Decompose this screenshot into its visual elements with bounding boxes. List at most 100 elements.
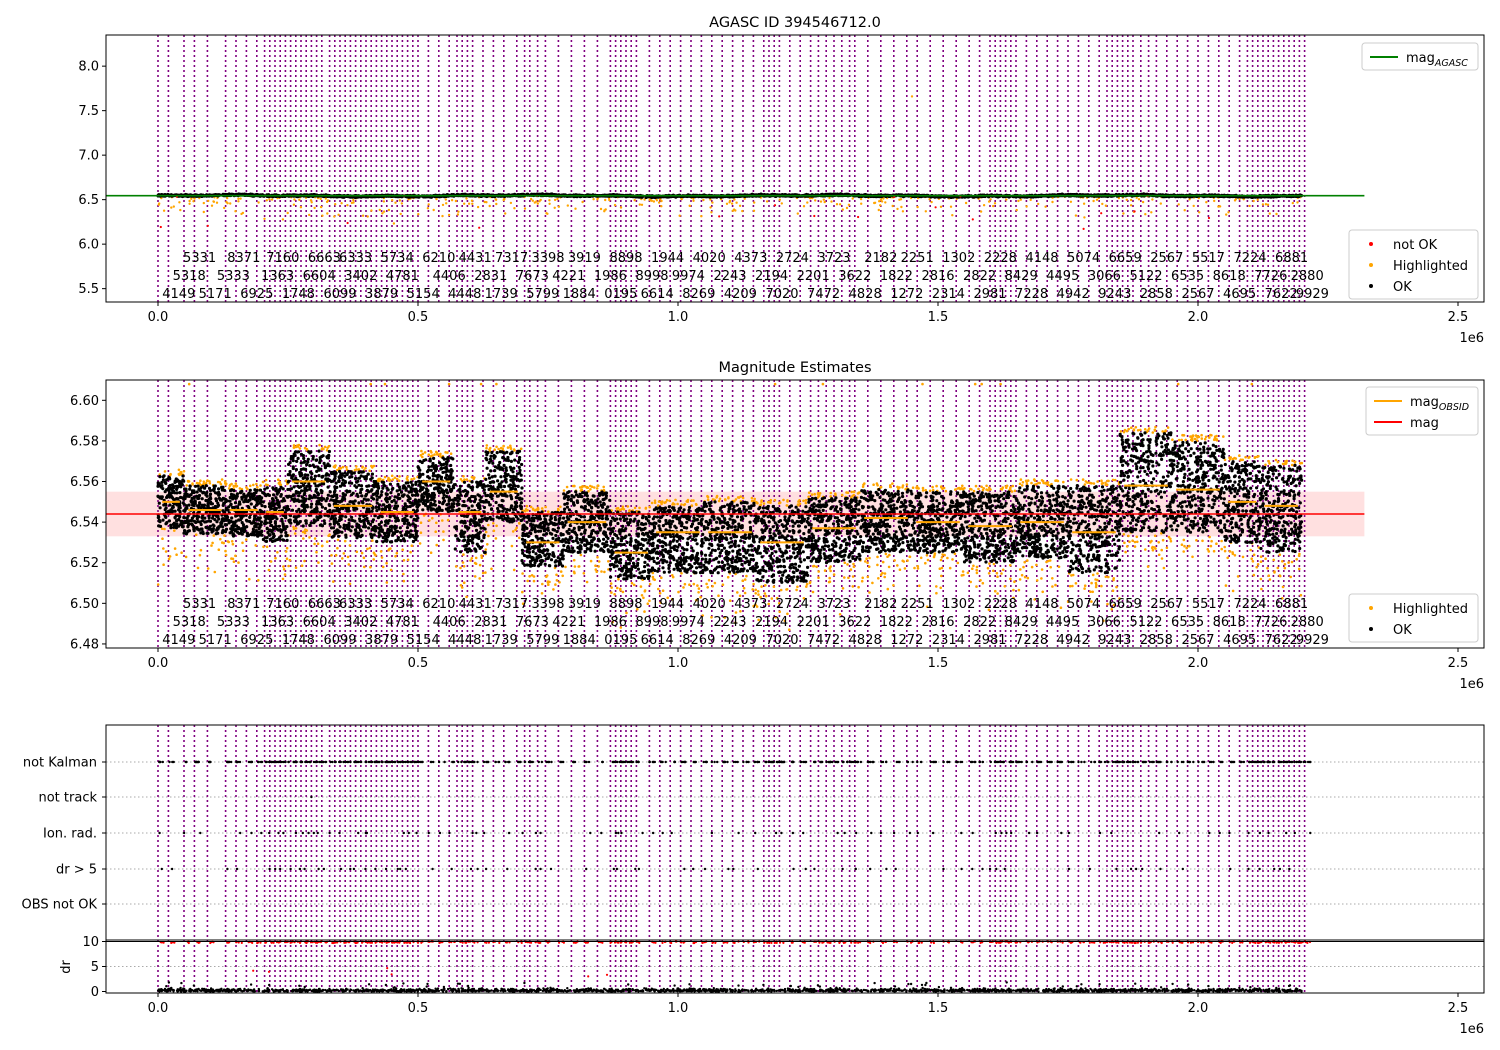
- estimates-obsid-label: 4781: [386, 615, 419, 630]
- agasc-obsid-label: 3879: [365, 287, 398, 302]
- agasc-obsid-label: 7622: [1265, 287, 1298, 302]
- estimates-x-tick-label: 0.0: [148, 656, 169, 671]
- estimates-y-tick-label: 6.54: [70, 516, 99, 531]
- estimates-obsid-label: 3622: [838, 615, 871, 630]
- agasc-x-tick-label: 1.5: [928, 310, 949, 325]
- agasc-frame: [105, 34, 1485, 303]
- agasc-panel-title: AGASC ID 394546712.0: [709, 15, 881, 31]
- estimates-obsid-label: 8371: [227, 597, 260, 612]
- estimates-obsid-label: 4373: [734, 597, 767, 612]
- agasc-obsid-label: 7472: [807, 287, 840, 302]
- estimates-obsid-label: 2567: [1181, 633, 1214, 648]
- estimates-obsid-label: 5799: [526, 633, 559, 648]
- flags-y-tick-label: dr > 5: [56, 863, 97, 878]
- estimates-obsid-label: 1302: [942, 597, 975, 612]
- agasc-obsid-label: 2981: [973, 287, 1006, 302]
- agasc-obsid-label: 7020: [765, 287, 798, 302]
- agasc-obsid-label: 3622: [838, 269, 871, 284]
- estimates-y-tick-label: 6.50: [70, 597, 99, 612]
- estimates-obsid-label: 4221: [552, 615, 585, 630]
- dr-axis-label: dr: [59, 960, 74, 974]
- estimates-obsid-label: 4209: [724, 633, 757, 648]
- agasc-obsid-label: 3398: [531, 251, 564, 266]
- dr-x-offset-label: 1e6: [1459, 1022, 1484, 1037]
- agasc-obsid-label: 8269: [682, 287, 715, 302]
- agasc-upper-legend-box: [1361, 42, 1479, 71]
- agasc-obsid-label: 7726: [1254, 269, 1287, 284]
- dr-x-tick-label: 0.0: [148, 1001, 169, 1016]
- agasc-obsid-label: 4373: [734, 251, 767, 266]
- agasc-obsid-label: 6604: [303, 269, 336, 284]
- estimates-obsid-label: 1944: [651, 597, 684, 612]
- agasc-obsid-label: 2228: [984, 251, 1017, 266]
- estimates-y-tick-label: 6.58: [70, 434, 99, 449]
- agasc-obsid-label: 3066: [1088, 269, 1121, 284]
- estimates-highlighted-points: [156, 382, 1304, 631]
- dr-panel: dr 0 5 10 0.0 0.5 1.0 1.5 2.0 2.5 1e6: [59, 935, 1485, 1037]
- dr-y-tick-label: 0: [91, 985, 99, 1000]
- estimates-obsid-label: 2228: [984, 597, 1017, 612]
- estimates-obsid-label: 2251: [901, 597, 934, 612]
- estimates-obsid-label: 4431: [459, 597, 492, 612]
- estimates-obsid-label: 5734: [381, 597, 414, 612]
- agasc-obsid-label: 7228: [1015, 287, 1048, 302]
- estimates-obsid-label: 2567: [1150, 597, 1183, 612]
- estimates-obsid-label: 2182: [864, 597, 897, 612]
- estimates-ok-points: [156, 431, 1304, 585]
- agasc-obsid-label: 9974: [672, 269, 705, 284]
- agasc-obsid-label: 0195: [604, 287, 637, 302]
- agasc-obsid-label: 7224: [1233, 251, 1266, 266]
- agasc-obsid-label: 6535: [1171, 269, 1204, 284]
- agasc-obsid-label: 4828: [849, 287, 882, 302]
- agasc-obsid-label: 2201: [797, 269, 830, 284]
- flags-y-tick-label: not Kalman: [23, 756, 97, 771]
- agasc-obsid-label: 7673: [516, 269, 549, 284]
- estimates-obsid-label: 6099: [323, 633, 356, 648]
- estimates-obsid-label: 2831: [474, 615, 507, 630]
- agasc-obsid-label: 7317: [495, 251, 528, 266]
- agasc-obsid-label: 6925: [240, 287, 273, 302]
- agasc-obsid-label: 6663: [308, 251, 341, 266]
- magnitude-estimates-panel-title: Magnitude Estimates: [718, 360, 871, 376]
- agasc-obsid-label: 9929: [1296, 287, 1329, 302]
- agasc-obsid-label: 2251: [901, 251, 934, 266]
- estimates-obsid-label: 1884: [563, 633, 596, 648]
- agasc-obsid-label: 3402: [344, 269, 377, 284]
- estimates-lower-legend-label: OK: [1393, 623, 1412, 638]
- dr-y-tick-label: 10: [82, 935, 99, 950]
- estimates-obsid-label: 6881: [1275, 597, 1308, 612]
- estimates-obsid-label: 4828: [849, 633, 882, 648]
- estimates-x-tick-label: 2.5: [1448, 656, 1469, 671]
- agasc-obsid-label: 1739: [485, 287, 518, 302]
- estimates-obsid-label: 6604: [303, 615, 336, 630]
- estimates-obsid-label: 4149: [162, 633, 195, 648]
- magnitude-estimates-panel: Magnitude Estimates 5331 8371 7160 66636333…: [70, 360, 1485, 692]
- agasc-obsid-label: 1748: [282, 287, 315, 302]
- agasc-obsid-label: 2880: [1291, 269, 1324, 284]
- dr-x-tick-label: 0.5: [408, 1001, 429, 1016]
- estimates-obsid-label: 6659: [1109, 597, 1142, 612]
- agasc-obsid-label: 7160: [266, 251, 299, 266]
- agasc-panel: AGASC ID 394546712.0 5331 8371 7160 6663633…: [78, 15, 1485, 346]
- agasc-obsid-label: 6333: [339, 251, 372, 266]
- estimates-obsid-label: 1986: [594, 615, 627, 630]
- agasc-obsid-label: 6210: [422, 251, 455, 266]
- agasc-obsid-label: 6614: [641, 287, 674, 302]
- agasc-lower-legend-dot: [1369, 284, 1373, 288]
- estimates-obsid-label: 7472: [807, 633, 840, 648]
- estimates-obsid-label: 3723: [817, 597, 850, 612]
- estimates-obsid-label: 2724: [776, 597, 809, 612]
- agasc-obsid-label: 2822: [963, 269, 996, 284]
- estimates-obsid-label: 4148: [1025, 597, 1058, 612]
- agasc-obsid-label: 4221: [552, 269, 585, 284]
- estimates-obsid-label: 9929: [1296, 633, 1329, 648]
- estimates-obsid-label: 4495: [1046, 615, 1079, 630]
- estimates-lower-legend-dot: [1369, 606, 1373, 610]
- agasc-obsid-label: 2567: [1181, 287, 1214, 302]
- agasc-x-offset-label: 1e6: [1459, 331, 1484, 346]
- agasc-lower-legend-dot: [1369, 263, 1373, 267]
- agasc-obsid-label: 5517: [1192, 251, 1225, 266]
- agasc-obsid-label: 8429: [1005, 269, 1038, 284]
- estimates-y-tick-label: 6.60: [70, 394, 99, 409]
